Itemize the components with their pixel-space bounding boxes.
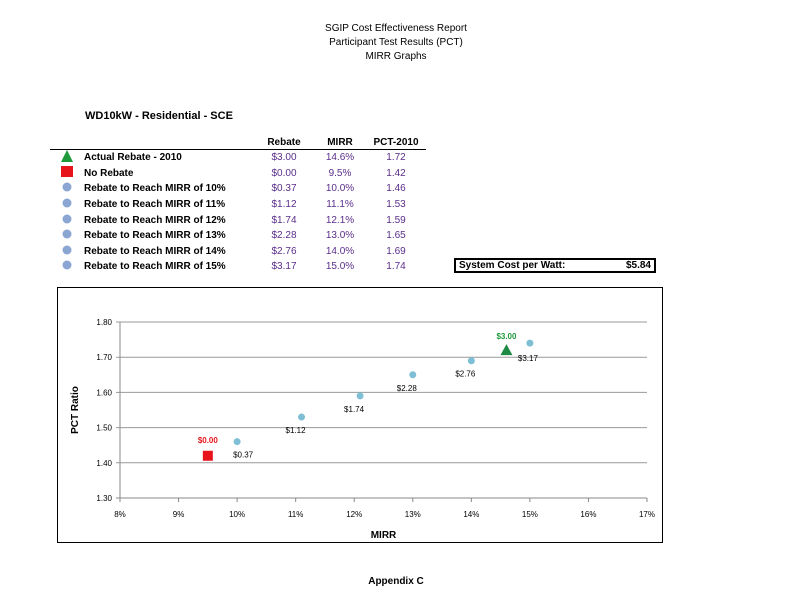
table-row: Rebate to Reach MIRR of 12% $1.74 12.1% … [50,212,426,228]
y-tick-label: 1.40 [96,459,112,468]
point-label: $0.37 [233,451,254,460]
point-label: $1.12 [286,426,307,435]
row-label: Rebate to Reach MIRR of 13% [84,230,226,242]
row-label: Actual Rebate - 2010 [84,152,182,164]
point-circle [526,339,534,347]
row-rebate: $2.28 [271,230,297,242]
triangle-marker-icon [61,150,73,163]
row-rebate: $1.74 [271,214,297,226]
mirr-chart: 1.30 1.40 1.50 1.60 1.70 1.80 8% 9% 10% 11% 12% 13%… [57,287,663,543]
circle-marker-icon [62,182,72,192]
row-rebate: $0.00 [271,167,297,179]
point-label: $3.00 [496,332,517,341]
y-tick-label: 1.70 [96,353,112,362]
row-mirr: 11.1% [326,199,354,211]
x-axis-title: MIRR [371,530,397,541]
col-rebate: Rebate [254,135,314,150]
point-label: $2.28 [397,384,418,393]
point-label: $1.74 [344,405,365,414]
point-triangle [500,344,513,356]
x-tick-label: 13% [405,510,421,519]
point-circle [409,371,417,379]
col-pct: PCT-2010 [366,135,426,150]
x-tick-label: 8% [114,510,126,519]
row-rebate: $0.37 [271,183,297,195]
circle-marker-icon [62,245,72,255]
point-label: $0.00 [198,436,219,445]
circle-marker-icon [62,260,72,270]
row-pct: 1.59 [386,214,406,226]
table-row: Rebate to Reach MIRR of 13% $2.28 13.0% … [50,228,426,244]
row-mirr: 15.0% [325,261,355,273]
x-tick-label: 9% [173,510,185,519]
results-table: Rebate MIRR PCT-2010 Actual Rebate - 201… [50,135,426,275]
point-label: $3.17 [518,354,539,363]
report-section: MIRR Graphs [365,51,427,62]
point-circle [467,357,475,365]
row-rebate: $3.00 [271,152,297,164]
point-square [202,450,213,461]
report-subtitle: Participant Test Results (PCT) [329,37,463,48]
system-cost-box: System Cost per Watt: $5.84 [454,258,656,273]
row-rebate: $3.17 [271,261,297,273]
table-row: Actual Rebate - 2010 $3.00 14.6% 1.72 [50,150,426,166]
system-heading: WD10kW - Residential - SCE [85,110,233,122]
circle-marker-icon [62,198,72,208]
point-circle [233,438,241,446]
table-row: Rebate to Reach MIRR of 10% $0.37 10.0% … [50,181,426,197]
table-row: No Rebate $0.00 9.5% 1.42 [50,165,426,182]
x-tick-label: 12% [346,510,362,519]
row-mirr: 14.0% [325,245,355,257]
row-mirr: 12.1% [325,214,355,226]
row-pct: 1.65 [386,230,406,242]
row-pct: 1.42 [386,167,406,179]
row-rebate: $2.76 [271,245,297,257]
row-label: No Rebate [84,167,134,179]
row-mirr: 9.5% [328,167,352,179]
y-tick-label: 1.80 [96,318,112,327]
row-label: Rebate to Reach MIRR of 14% [84,245,226,257]
square-marker-icon [61,165,73,177]
row-rebate: $1.12 [271,199,297,211]
row-mirr: 14.6% [325,152,355,164]
x-tick-label: 11% [288,510,303,519]
col-mirr: MIRR [314,135,366,150]
row-label: Rebate to Reach MIRR of 11% [84,199,226,211]
row-mirr: 10.0% [325,183,355,195]
x-tick-label: 15% [522,510,538,519]
x-tick-label: 17% [639,510,655,519]
table-row: Rebate to Reach MIRR of 11% $1.12 11.1% … [50,197,426,213]
y-tick-label: 1.50 [96,424,112,433]
x-tick-label: 16% [580,510,596,519]
point-circle [356,392,364,400]
row-label: Rebate to Reach MIRR of 10% [84,183,226,195]
x-tick-label: 10% [229,510,245,519]
circle-marker-icon [62,229,72,239]
y-tick-label: 1.60 [96,388,112,397]
table-header: Rebate MIRR PCT-2010 [50,135,426,150]
row-label: Rebate to Reach MIRR of 15% [84,261,226,273]
row-pct: 1.74 [386,261,406,273]
footer: Appendix C [368,576,424,587]
system-cost-label: System Cost per Watt: [459,260,566,271]
row-pct: 1.46 [386,183,406,195]
row-pct: 1.69 [386,245,406,257]
row-pct: 1.53 [386,199,406,211]
row-label: Rebate to Reach MIRR of 12% [84,214,226,226]
system-cost-value: $5.84 [625,260,651,271]
x-tick-label: 14% [463,510,479,519]
table-row: Rebate to Reach MIRR of 14% $2.76 14.0% … [50,244,426,260]
point-circle [298,413,306,421]
row-mirr: 13.0% [325,230,355,242]
y-axis-title: PCT Ratio [70,386,81,434]
report-title: SGIP Cost Effectiveness Report [325,23,467,34]
table-row: Rebate to Reach MIRR of 15% $3.17 15.0% … [50,259,426,275]
row-pct: 1.72 [386,152,406,164]
chart-svg: 1.30 1.40 1.50 1.60 1.70 1.80 8% 9% 10% 11% 12% 13%… [70,318,655,541]
point-label: $2.76 [455,370,476,379]
y-tick-label: 1.30 [96,494,112,503]
circle-marker-icon [62,214,72,224]
